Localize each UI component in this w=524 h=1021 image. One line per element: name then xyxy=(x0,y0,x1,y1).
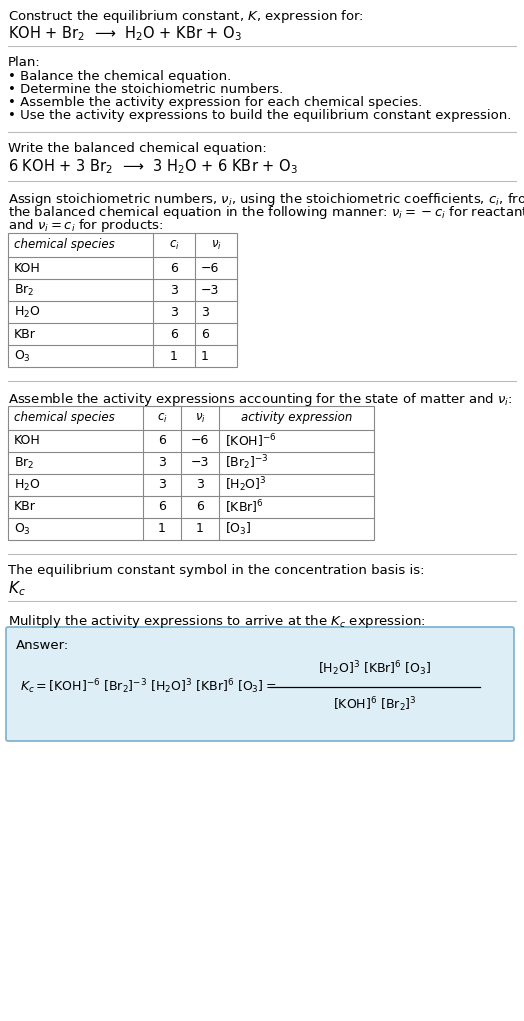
Text: • Use the activity expressions to build the equilibrium constant expression.: • Use the activity expressions to build … xyxy=(8,109,511,121)
Text: Mulitply the activity expressions to arrive at the $K_c$ expression:: Mulitply the activity expressions to arr… xyxy=(8,613,426,630)
Text: 6: 6 xyxy=(170,328,178,340)
Text: 6: 6 xyxy=(158,500,166,514)
Text: $\nu_i$: $\nu_i$ xyxy=(211,239,222,251)
Text: [H$_2$O]$^3$: [H$_2$O]$^3$ xyxy=(225,476,267,494)
Text: 3: 3 xyxy=(170,284,178,296)
Text: 1: 1 xyxy=(170,349,178,362)
Text: Assemble the activity expressions accounting for the state of matter and $\nu_i$: Assemble the activity expressions accoun… xyxy=(8,391,512,408)
Text: $c_i$: $c_i$ xyxy=(157,411,167,425)
Bar xyxy=(8,233,237,367)
FancyBboxPatch shape xyxy=(6,627,514,741)
Text: H$_2$O: H$_2$O xyxy=(14,478,40,492)
Text: 1: 1 xyxy=(196,523,204,535)
Text: KOH + Br$_2$  ⟶  H$_2$O + KBr + O$_3$: KOH + Br$_2$ ⟶ H$_2$O + KBr + O$_3$ xyxy=(8,25,242,43)
Text: $[\mathrm{H_2O}]^3\ [\mathrm{KBr}]^6\ [\mathrm{O}_3]$: $[\mathrm{H_2O}]^3\ [\mathrm{KBr}]^6\ [\… xyxy=(318,660,432,678)
Text: Write the balanced chemical equation:: Write the balanced chemical equation: xyxy=(8,142,267,155)
Text: O$_3$: O$_3$ xyxy=(14,348,31,363)
Text: Construct the equilibrium constant, $K$, expression for:: Construct the equilibrium constant, $K$,… xyxy=(8,8,364,25)
Text: [Br$_2$]$^{-3}$: [Br$_2$]$^{-3}$ xyxy=(225,453,269,473)
Text: Assign stoichiometric numbers, $\nu_i$, using the stoichiometric coefficients, $: Assign stoichiometric numbers, $\nu_i$, … xyxy=(8,191,524,208)
Text: 3: 3 xyxy=(201,305,209,319)
Text: KOH: KOH xyxy=(14,261,41,275)
Text: −6: −6 xyxy=(201,261,220,275)
Text: [KOH]$^{-6}$: [KOH]$^{-6}$ xyxy=(225,432,277,450)
Text: 3: 3 xyxy=(158,479,166,491)
Text: 6 KOH + 3 Br$_2$  ⟶  3 H$_2$O + 6 KBr + O$_3$: 6 KOH + 3 Br$_2$ ⟶ 3 H$_2$O + 6 KBr + O$… xyxy=(8,157,298,176)
Text: 6: 6 xyxy=(170,261,178,275)
Text: 3: 3 xyxy=(196,479,204,491)
Text: KBr: KBr xyxy=(14,500,36,514)
Text: 1: 1 xyxy=(201,349,209,362)
Text: −3: −3 xyxy=(201,284,220,296)
Text: the balanced chemical equation in the following manner: $\nu_i = -c_i$ for react: the balanced chemical equation in the fo… xyxy=(8,204,524,221)
Text: The equilibrium constant symbol in the concentration basis is:: The equilibrium constant symbol in the c… xyxy=(8,564,424,577)
Text: 3: 3 xyxy=(158,456,166,470)
Text: Br$_2$: Br$_2$ xyxy=(14,283,35,297)
Text: $[\mathrm{KOH}]^6\ [\mathrm{Br}_2]^3$: $[\mathrm{KOH}]^6\ [\mathrm{Br}_2]^3$ xyxy=(333,695,417,715)
Text: KBr: KBr xyxy=(14,328,36,340)
Text: 6: 6 xyxy=(201,328,209,340)
Text: O$_3$: O$_3$ xyxy=(14,522,31,537)
Text: and $\nu_i = c_i$ for products:: and $\nu_i = c_i$ for products: xyxy=(8,217,163,234)
Text: chemical species: chemical species xyxy=(14,239,115,251)
Text: [O$_3$]: [O$_3$] xyxy=(225,521,252,537)
Text: Br$_2$: Br$_2$ xyxy=(14,455,35,471)
Text: $c_i$: $c_i$ xyxy=(169,239,179,251)
Text: $K_c$: $K_c$ xyxy=(8,579,26,597)
Text: $\nu_i$: $\nu_i$ xyxy=(194,411,205,425)
Text: KOH: KOH xyxy=(14,435,41,447)
Text: • Assemble the activity expression for each chemical species.: • Assemble the activity expression for e… xyxy=(8,96,422,109)
Text: chemical species: chemical species xyxy=(14,411,115,425)
Text: [KBr]$^6$: [KBr]$^6$ xyxy=(225,498,264,516)
Text: 6: 6 xyxy=(158,435,166,447)
Text: 3: 3 xyxy=(170,305,178,319)
Text: activity expression: activity expression xyxy=(241,411,352,425)
Text: $K_c = [\mathrm{KOH}]^{-6}\ [\mathrm{Br}_2]^{-3}\ [\mathrm{H_2O}]^3\ [\mathrm{KB: $K_c = [\mathrm{KOH}]^{-6}\ [\mathrm{Br}… xyxy=(20,678,277,696)
Text: H$_2$O: H$_2$O xyxy=(14,304,40,320)
Text: 6: 6 xyxy=(196,500,204,514)
Text: −6: −6 xyxy=(191,435,209,447)
Text: 1: 1 xyxy=(158,523,166,535)
Text: Answer:: Answer: xyxy=(16,639,69,652)
Text: • Balance the chemical equation.: • Balance the chemical equation. xyxy=(8,70,231,83)
Text: −3: −3 xyxy=(191,456,209,470)
Text: Plan:: Plan: xyxy=(8,56,41,69)
Bar xyxy=(8,406,374,540)
Text: • Determine the stoichiometric numbers.: • Determine the stoichiometric numbers. xyxy=(8,83,283,96)
